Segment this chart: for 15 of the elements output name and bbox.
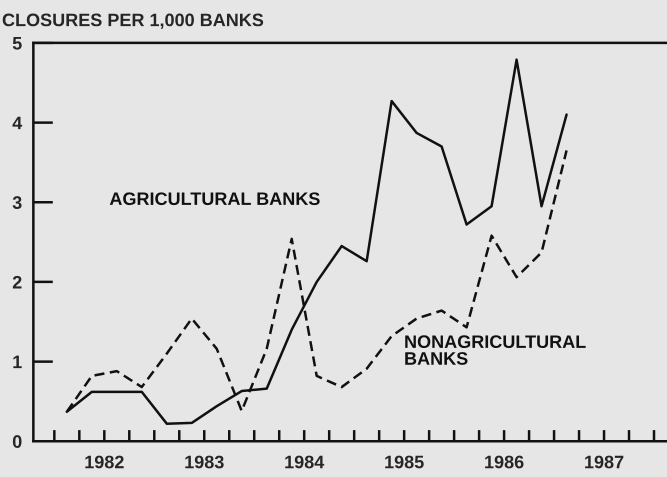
x-tick-label: 1982 xyxy=(85,456,124,468)
text: AGRICULTURAL BANKS xyxy=(110,192,320,206)
x-tick-label: 1983 xyxy=(185,456,224,468)
y-tick-label: 1 xyxy=(13,356,22,368)
y-tick-label: 4 xyxy=(12,116,22,130)
y-tick-label: 2 xyxy=(12,276,22,288)
chart-title: CLOSURES PER 1,000 BANKS xyxy=(2,14,264,29)
x-tick-label: 1984 xyxy=(285,456,324,468)
y-tick-label: 3 xyxy=(12,196,22,209)
series-label: NONAGRICULTURAL BANKS xyxy=(405,335,586,365)
x-tick-label: 1986 xyxy=(485,456,524,468)
y-tick-label: 0 xyxy=(12,435,22,448)
x-tick-label: 1985 xyxy=(385,456,424,468)
y-tick-label: 5 xyxy=(12,37,22,50)
x-tick-label: 1987 xyxy=(585,456,624,468)
